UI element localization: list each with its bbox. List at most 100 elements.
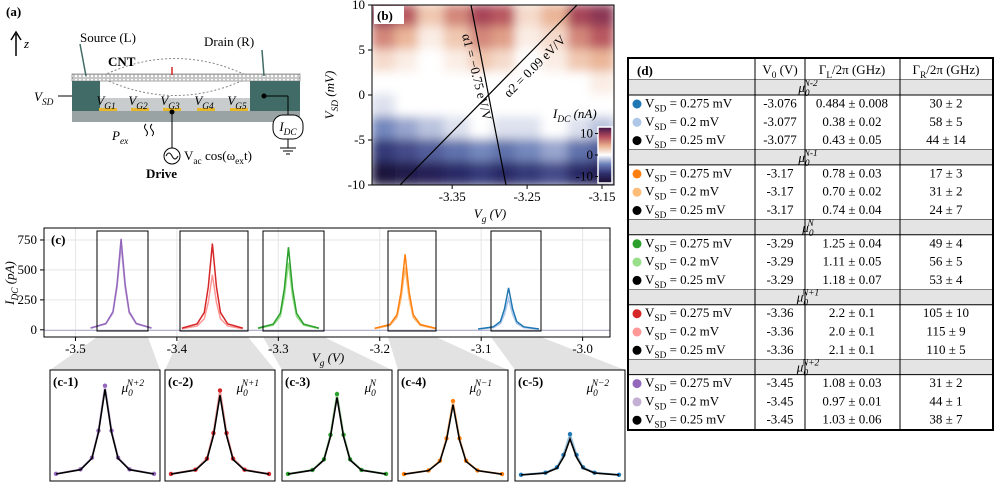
- data-point: [102, 383, 108, 388]
- inset-label: (c-2): [168, 374, 193, 389]
- fit-curve: [520, 436, 620, 476]
- data-line: [257, 262, 320, 330]
- inset-frame: [397, 369, 509, 482]
- text-part: L: [826, 71, 832, 81]
- text-part: V: [645, 305, 655, 320]
- table-cell: -3.45: [766, 393, 793, 408]
- heatmap-cell: [541, 71, 570, 96]
- panel-label-bg: [374, 6, 404, 24]
- heatmap: [372, 5, 614, 185]
- row-label: VSD = 0.25 mV: [645, 132, 726, 151]
- color-dot: [632, 345, 642, 355]
- heatmap-cell: [443, 94, 472, 119]
- heatmap-cell: [469, 5, 495, 29]
- group-header-bg: [629, 149, 992, 165]
- heatmap-cell: [443, 116, 472, 141]
- text-part: ac: [193, 157, 201, 167]
- row-label: VSD = 0.2 mV: [645, 254, 720, 273]
- row-label: VSD = 0.25 mV: [645, 412, 726, 431]
- table-cell: -3.45: [766, 412, 793, 427]
- text-part: V: [645, 96, 655, 111]
- fit-line: [399, 4, 578, 186]
- zoom-connectors: [50, 337, 625, 370]
- colorbar-tick-label: 0: [587, 147, 594, 162]
- column-header: V0 (V): [762, 62, 797, 81]
- heatmap-cell: [514, 116, 544, 141]
- text-part: = 0.25 mV: [666, 342, 726, 357]
- fit-curve: [287, 397, 387, 475]
- text-part: = 0.25 mV: [666, 412, 726, 427]
- group-header: μ0N+2: [796, 359, 820, 379]
- x-tick-label: -3.2: [369, 341, 390, 356]
- fit-curve: [403, 404, 503, 476]
- text-part: μ: [121, 380, 129, 395]
- text-part: N+1: [801, 289, 819, 299]
- color-dot: [632, 309, 642, 319]
- heatmap-cell: [469, 161, 495, 185]
- heatmap-cell: [372, 139, 397, 164]
- heatmap-cell: [469, 116, 495, 141]
- text-part: SD: [42, 98, 54, 108]
- text-part: Γ: [913, 62, 921, 77]
- data-line: [90, 238, 152, 329]
- zoom-box: [490, 230, 542, 332]
- data-line: [478, 295, 540, 330]
- heatmap-cell: [492, 161, 517, 185]
- text-part: SD: [654, 281, 666, 291]
- heatmap-cell: [394, 49, 420, 74]
- text-part: V: [645, 393, 655, 408]
- table-cell: -3.17: [766, 165, 794, 180]
- row-label: VSD = 0.275 mV: [645, 165, 733, 184]
- heatmap-cell: [394, 94, 420, 119]
- text-part: = 0.275 mV: [666, 165, 732, 180]
- heatmap-cell: [589, 49, 614, 74]
- heatmap-cell: [394, 71, 420, 96]
- row-label: VSD = 0.275 mV: [645, 96, 733, 115]
- text-part: DC: [283, 128, 298, 138]
- table-cell: 44 ± 14: [926, 132, 966, 147]
- table-cell: 58 ± 5: [929, 114, 962, 129]
- y-tick-label: 0: [31, 322, 38, 337]
- y-tick-label: 5: [359, 42, 366, 57]
- table-cell: 44 ± 1: [929, 393, 962, 408]
- text-part: 0: [803, 369, 808, 379]
- heatmap-cell: [567, 71, 592, 96]
- group-header-bg: [629, 359, 992, 375]
- heatmap-cell: [514, 161, 544, 185]
- vac-label: Vac cos(ωext): [184, 148, 252, 167]
- y-tick-label: -5: [354, 132, 365, 147]
- gate-label: VG2: [128, 93, 148, 112]
- x-axis-label: Vg (V): [474, 206, 506, 225]
- heatmap-cell: [394, 161, 420, 185]
- text-part: V: [128, 93, 138, 108]
- text-part: = 0.275 mV: [666, 235, 732, 250]
- text-part: N-2: [803, 79, 818, 89]
- color-dot: [632, 239, 642, 249]
- text-part: N-1: [803, 149, 818, 159]
- text-part: /2π (GHz): [926, 62, 979, 77]
- heatmap-cell: [443, 161, 472, 185]
- x-axis-label: Vg (V): [312, 350, 344, 369]
- heatmap-cell: [417, 49, 446, 74]
- inset-mu-label: μ0N+2: [121, 379, 145, 399]
- heatmap-cell: [443, 26, 472, 51]
- text-part: 0: [371, 389, 376, 399]
- heatmap-cell: [417, 26, 446, 51]
- text-part: V: [184, 148, 194, 163]
- row-label: VSD = 0.25 mV: [645, 202, 726, 221]
- table-cell: -3.077: [763, 114, 797, 129]
- text-part: V: [645, 184, 655, 199]
- heatmap-cell: [541, 161, 570, 185]
- x-tick-label: -3.0: [572, 341, 593, 356]
- text-part: V: [645, 412, 655, 427]
- heatmap-cell: [567, 26, 592, 51]
- table-cell: 0.74 ± 0.04: [822, 202, 882, 217]
- text-part: SD: [654, 263, 666, 273]
- text-part: DC: [556, 115, 571, 125]
- text-part: 0: [772, 71, 777, 81]
- text-part: P: [111, 128, 120, 143]
- table-cell: -3.29: [766, 254, 793, 269]
- text-part: G4: [202, 102, 214, 112]
- text-part: = 0.25 mV: [666, 132, 726, 147]
